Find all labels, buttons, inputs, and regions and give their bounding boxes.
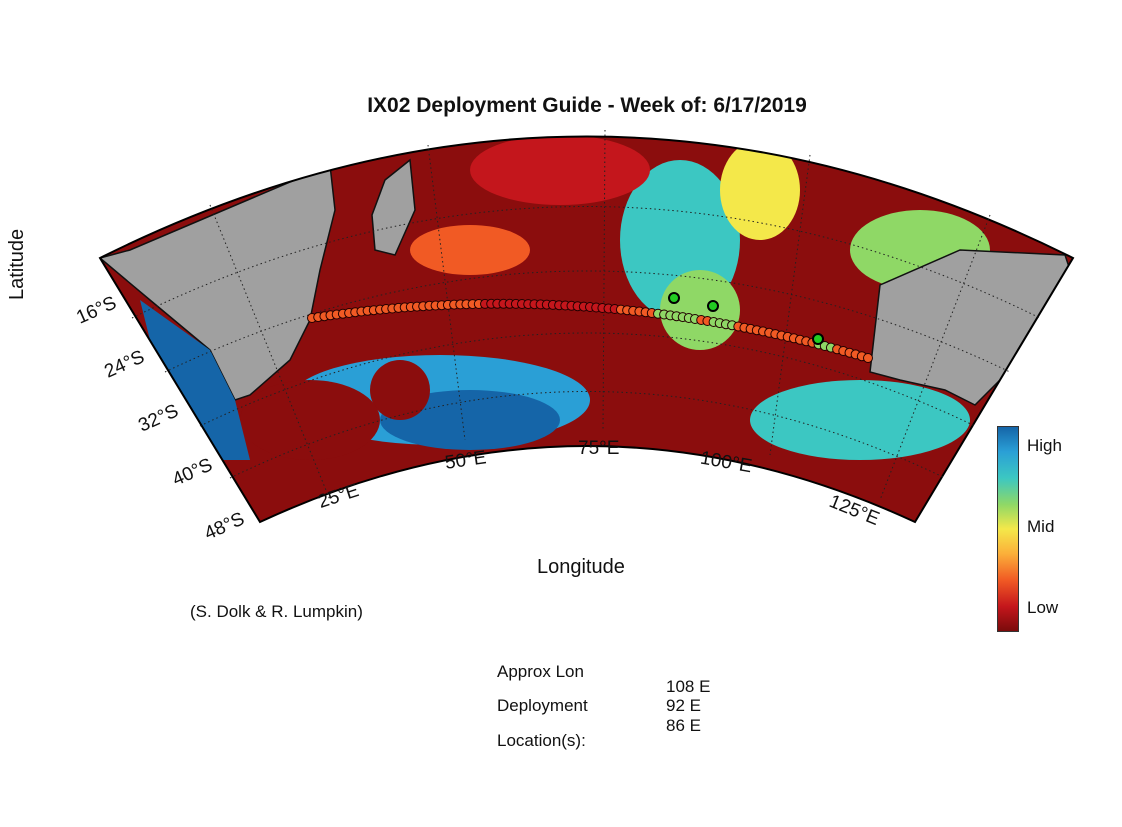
deployment-marker	[707, 300, 719, 312]
deployment-marker	[668, 292, 680, 304]
graticule	[131, 129, 1041, 501]
x-axis-label: Longitude	[537, 556, 625, 578]
map-frame	[98, 135, 1075, 524]
map-title: IX02 Deployment Guide - Week of: 6/17/20…	[367, 94, 807, 117]
madagascar-land	[371, 158, 416, 256]
lon-tick-75e: 75°E	[578, 438, 620, 459]
deployment-location: 108 E	[666, 677, 711, 696]
ocean-field	[100, 136, 1073, 522]
y-axis-label: Latitude	[6, 228, 28, 300]
deployment-marker	[812, 333, 824, 345]
deployment-heading-3: Location(s):	[497, 731, 586, 750]
track-point	[863, 353, 873, 363]
deployment-heading-1: Approx Lon	[497, 662, 584, 681]
deployment-location: 86 E	[666, 716, 701, 735]
colorbar-mid-label: Mid	[1027, 517, 1055, 536]
deployment-track	[307, 292, 873, 363]
colorbar-low-label: Low	[1027, 598, 1059, 617]
credit-text: (S. Dolk & R. Lumpkin)	[190, 602, 363, 621]
deployment-heading-2: Deployment	[497, 696, 588, 715]
colorbar	[997, 426, 1019, 632]
colorbar-high-label: High	[1027, 436, 1062, 455]
deployment-location: 92 E	[666, 696, 701, 715]
